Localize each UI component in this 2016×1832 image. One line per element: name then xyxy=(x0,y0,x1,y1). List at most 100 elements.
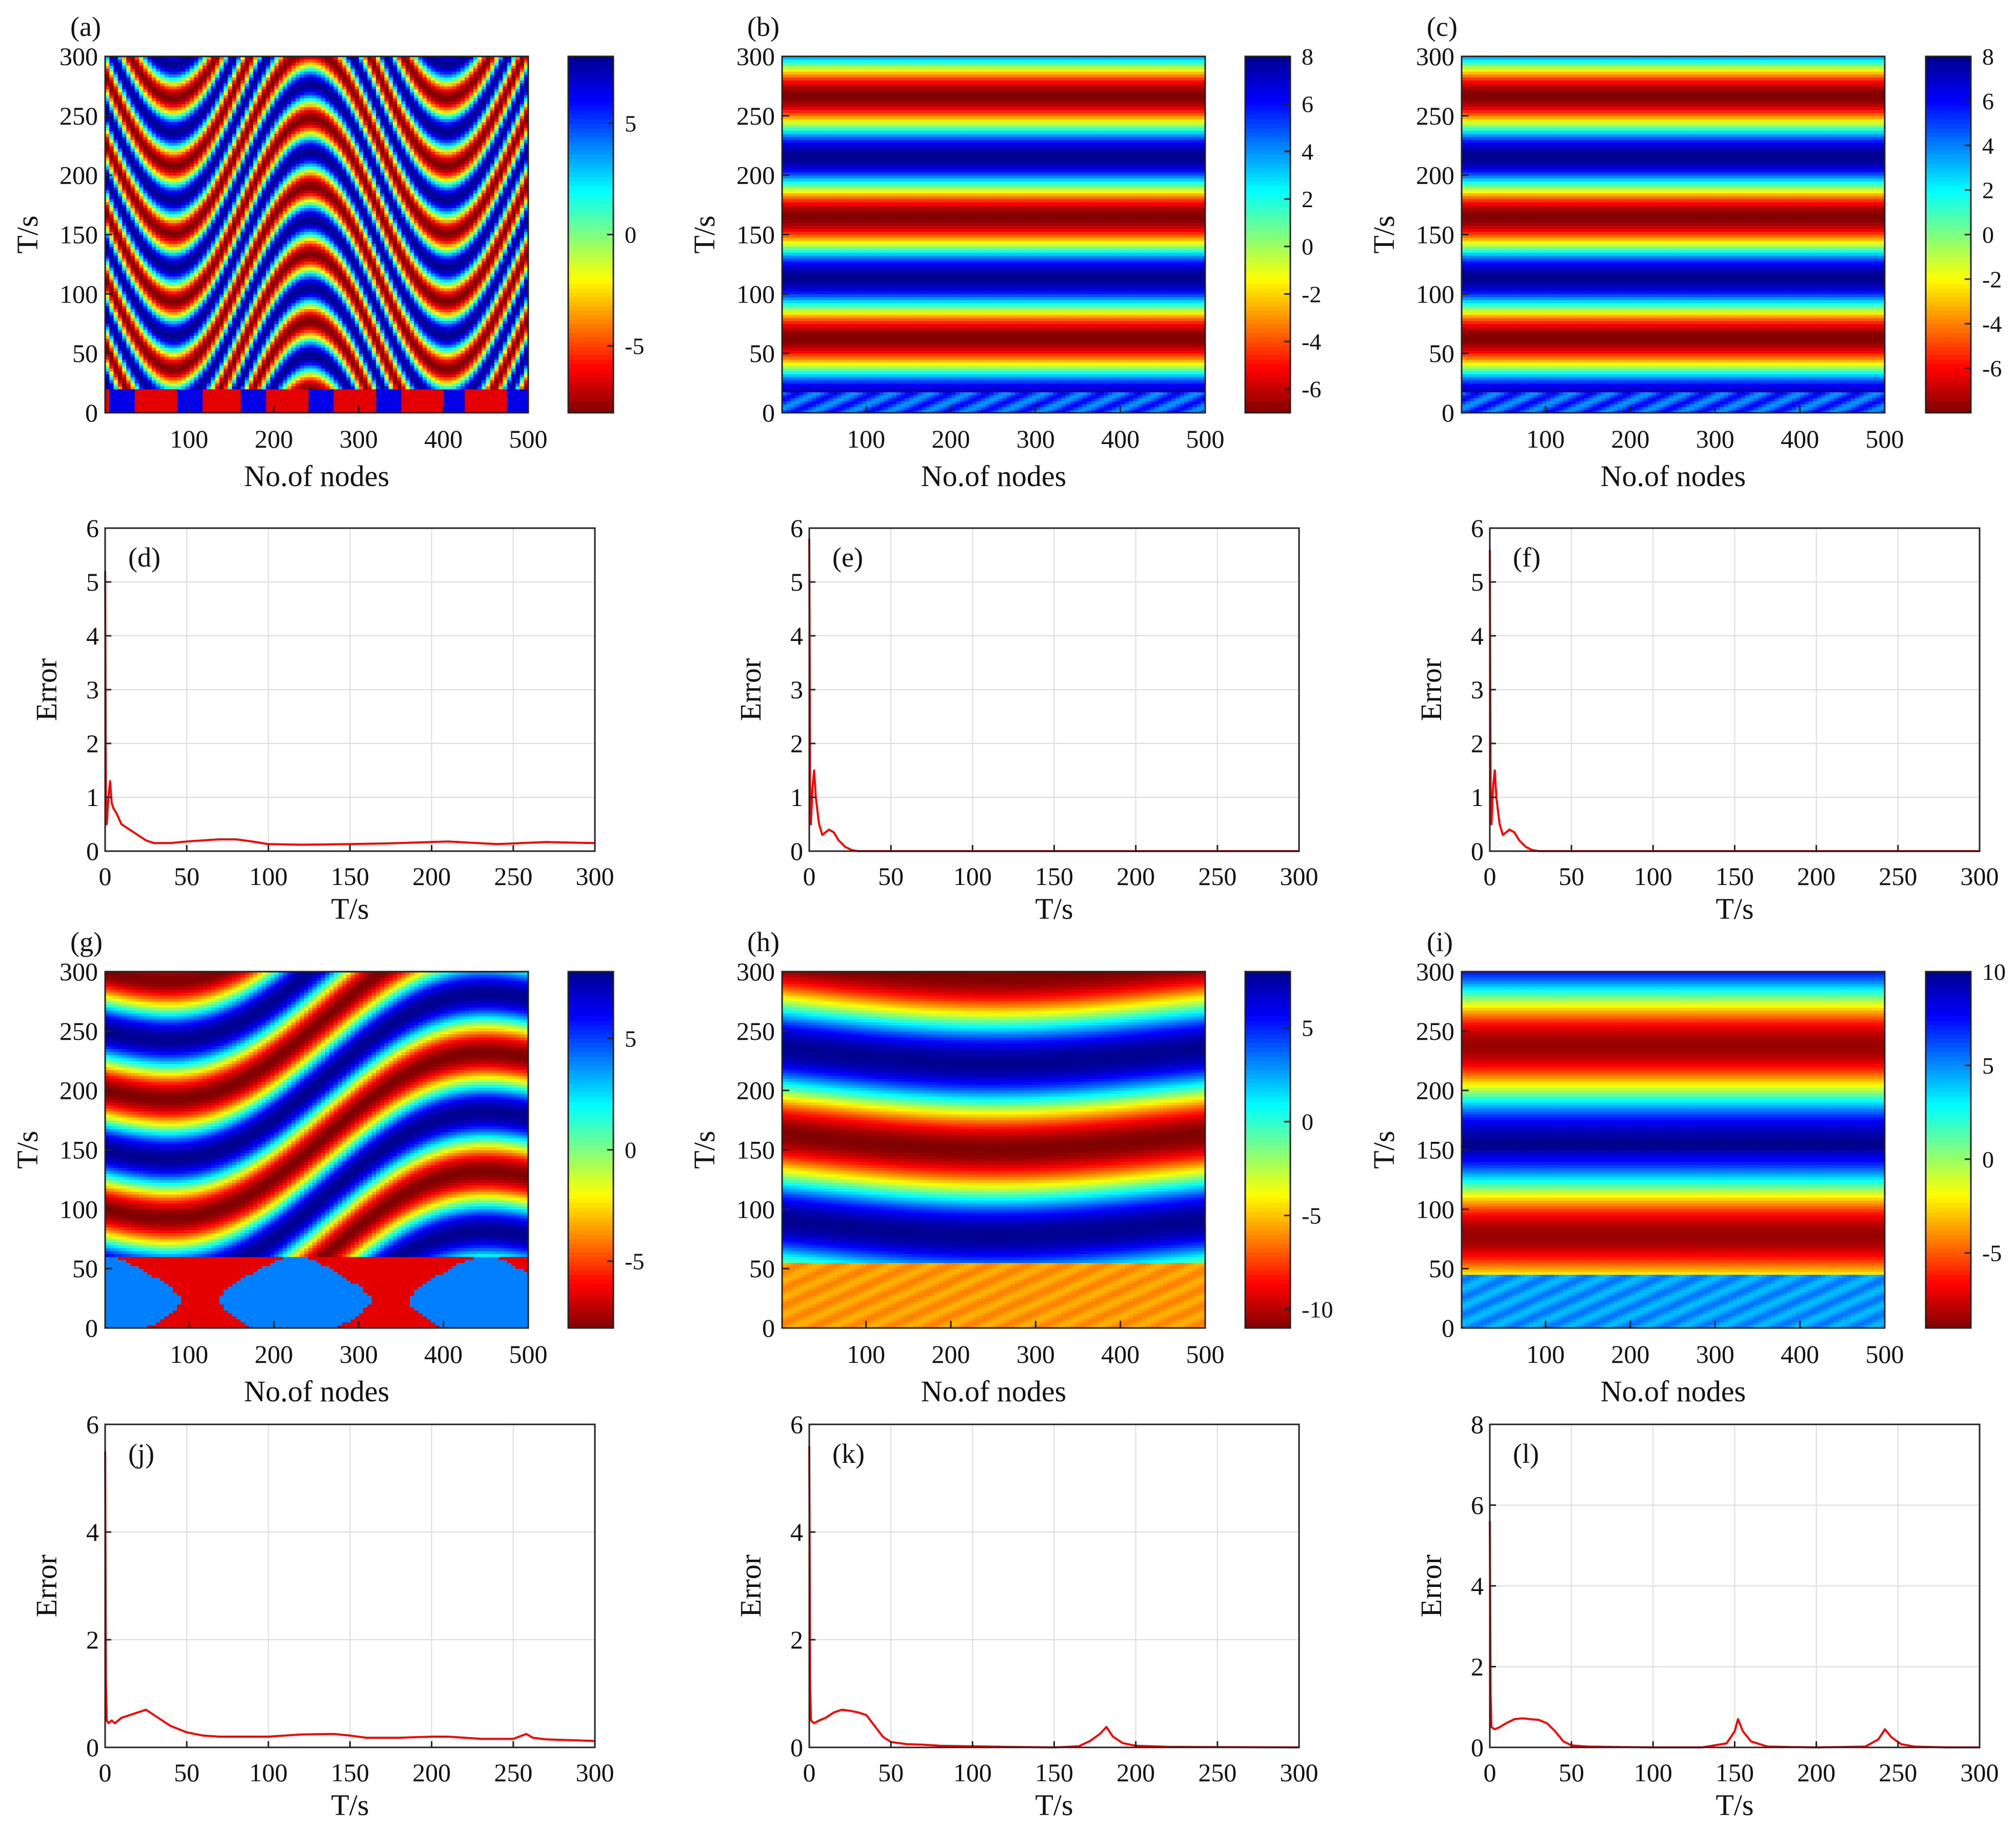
heatmap-cell xyxy=(444,404,448,407)
heatmap-cell xyxy=(389,398,393,401)
heatmap-cell xyxy=(342,398,347,401)
heatmap-cell xyxy=(423,407,427,410)
heatmap-cell xyxy=(338,404,343,407)
heatmap-cell xyxy=(321,401,326,404)
heatmap-cell xyxy=(397,401,402,404)
heatmap-cell xyxy=(190,407,194,410)
heatmap-cell xyxy=(194,401,198,404)
heatmap-cell xyxy=(376,398,381,401)
heatmap-cell xyxy=(452,407,457,410)
heatmap-cell xyxy=(477,407,482,410)
heatmap-cell xyxy=(393,404,397,407)
heatmap-cell xyxy=(266,398,271,401)
heatmap-cell xyxy=(224,407,228,410)
heatmap-cell xyxy=(270,401,275,404)
heatmap-cell xyxy=(308,398,313,401)
heatmap-cell xyxy=(182,401,186,404)
heatmap-cell xyxy=(423,404,427,407)
heatmap-cell xyxy=(414,407,418,410)
heatmap-cell xyxy=(325,407,330,410)
heatmap-cell xyxy=(380,398,385,401)
heatmap-cell xyxy=(253,401,258,404)
heatmap-cell xyxy=(494,404,499,407)
heatmap-cell xyxy=(177,398,182,401)
heatmap-cell xyxy=(139,407,144,410)
heatmap-cell xyxy=(236,407,241,410)
heatmap-cell xyxy=(329,407,334,410)
heatmap-cell xyxy=(190,398,194,401)
heatmap-cell xyxy=(148,407,152,410)
heatmap-cell xyxy=(511,404,516,407)
heatmap-cell xyxy=(287,401,292,404)
heatmap-cell xyxy=(338,398,343,401)
heatmap-cell xyxy=(135,404,139,407)
heatmap-cell xyxy=(520,407,525,410)
heatmap-cell xyxy=(477,404,482,407)
heatmap-cell xyxy=(363,398,368,401)
heatmap-cell xyxy=(410,407,414,410)
heatmap-cell xyxy=(131,407,135,410)
heatmap-cell xyxy=(190,404,194,407)
heatmap-cell xyxy=(253,404,258,407)
heatmap-cell xyxy=(486,404,491,407)
heatmap-cell xyxy=(304,398,309,401)
heatmap-cell xyxy=(431,407,435,410)
heatmap-cell xyxy=(190,401,194,404)
heatmap-cell xyxy=(291,407,296,410)
heatmap-cell xyxy=(228,401,232,404)
heatmap-cell xyxy=(452,401,457,404)
heatmap-cell xyxy=(515,401,520,404)
heatmap-cell xyxy=(194,398,198,401)
heatmap-cell xyxy=(203,407,207,410)
heatmap-cell xyxy=(380,401,385,404)
heatmap-cell xyxy=(215,401,220,404)
heatmap-cell xyxy=(402,398,406,401)
heatmap-cell xyxy=(135,401,139,404)
heatmap-cell xyxy=(143,407,148,410)
heatmap-cell xyxy=(520,401,525,404)
heatmap-cell xyxy=(346,401,351,404)
heatmap-cell xyxy=(393,407,397,410)
heatmap-cell xyxy=(287,407,292,410)
heatmap-cell xyxy=(456,404,461,407)
heatmap-cell xyxy=(203,401,207,404)
heatmap-cell xyxy=(385,407,389,410)
heatmap-cell xyxy=(494,407,499,410)
heatmap-cell xyxy=(165,401,169,404)
heatmap-cell xyxy=(283,398,288,401)
heatmap-cell xyxy=(321,398,326,401)
figure-canvas: 050100150200250300100 200 300 400 500No.of n… xyxy=(0,0,2016,1832)
heatmap-cell xyxy=(114,401,118,404)
heatmap-cell xyxy=(346,404,351,407)
heatmap-cell xyxy=(122,398,127,401)
heatmap-cell xyxy=(351,407,355,410)
heatmap-cell xyxy=(215,398,220,401)
heatmap-cell xyxy=(321,407,326,410)
heatmap-cell xyxy=(211,398,215,401)
heatmap-cell xyxy=(427,407,431,410)
heatmap-cell xyxy=(465,404,469,407)
heatmap-cell xyxy=(351,401,355,404)
heatmap-cell xyxy=(418,404,423,407)
heatmap-cell xyxy=(473,401,478,404)
heatmap-cell xyxy=(380,404,385,407)
heatmap-cell xyxy=(418,401,423,404)
heatmap-cell xyxy=(503,407,508,410)
heatmap-cell xyxy=(368,401,372,404)
heatmap-cell xyxy=(139,401,144,404)
heatmap-cell xyxy=(494,401,499,404)
heatmap-cell xyxy=(503,401,508,404)
heatmap-cell xyxy=(109,398,114,401)
heatmap-cell xyxy=(346,398,351,401)
heatmap-cell xyxy=(262,404,266,407)
heatmap-cell xyxy=(165,407,169,410)
heatmap-cell xyxy=(173,404,177,407)
heatmap-cell xyxy=(406,404,410,407)
heatmap-cell xyxy=(203,404,207,407)
heatmap-cell xyxy=(402,401,406,404)
heatmap-cell xyxy=(363,404,368,407)
heatmap-cell xyxy=(169,407,173,410)
heatmap-cell xyxy=(122,404,127,407)
heatmap-cell xyxy=(342,404,347,407)
heatmap-cell xyxy=(334,398,338,401)
